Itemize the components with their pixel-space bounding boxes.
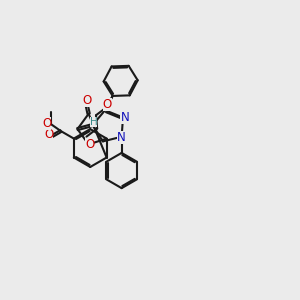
Text: N: N [121,110,129,124]
Text: H: H [90,117,98,127]
Text: O: O [103,98,112,111]
Text: O: O [44,128,53,141]
Text: O: O [82,94,92,107]
Text: O: O [42,117,51,130]
Text: O: O [85,138,94,152]
Text: N: N [117,131,126,144]
